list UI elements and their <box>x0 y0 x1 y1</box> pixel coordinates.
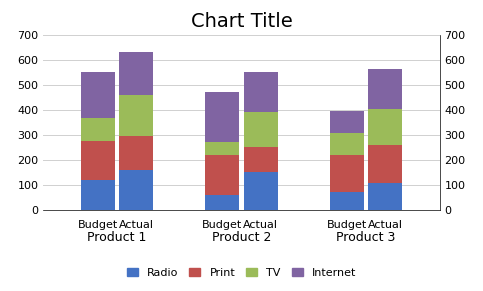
Text: Product 3: Product 3 <box>336 231 396 244</box>
Bar <box>368 69 402 109</box>
Bar <box>81 118 115 141</box>
Bar <box>368 109 402 145</box>
Bar <box>81 141 115 180</box>
Bar <box>205 195 239 210</box>
Bar <box>330 111 364 134</box>
Bar <box>205 92 239 142</box>
Bar <box>81 180 115 210</box>
Bar <box>119 52 153 95</box>
Bar <box>205 155 239 195</box>
Text: Actual: Actual <box>243 220 278 230</box>
Bar <box>244 72 278 112</box>
Bar <box>244 147 278 172</box>
Bar <box>330 155 364 192</box>
Bar <box>119 170 153 210</box>
Bar <box>330 192 364 210</box>
Text: Budget: Budget <box>202 220 242 230</box>
Bar <box>119 136 153 170</box>
Bar <box>368 145 402 183</box>
Bar <box>205 142 239 155</box>
Bar <box>368 183 402 210</box>
Title: Chart Title: Chart Title <box>191 12 292 31</box>
Bar <box>119 95 153 136</box>
Text: Actual: Actual <box>368 220 403 230</box>
Bar <box>81 72 115 118</box>
Bar <box>330 134 364 155</box>
Text: Product 2: Product 2 <box>212 231 271 244</box>
Text: Budget: Budget <box>78 220 118 230</box>
Bar <box>244 172 278 210</box>
Bar <box>244 112 278 147</box>
Text: Budget: Budget <box>327 220 367 230</box>
Text: Product 1: Product 1 <box>87 231 147 244</box>
Text: Actual: Actual <box>119 220 154 230</box>
Legend: Radio, Print, TV, Internet: Radio, Print, TV, Internet <box>123 264 360 283</box>
